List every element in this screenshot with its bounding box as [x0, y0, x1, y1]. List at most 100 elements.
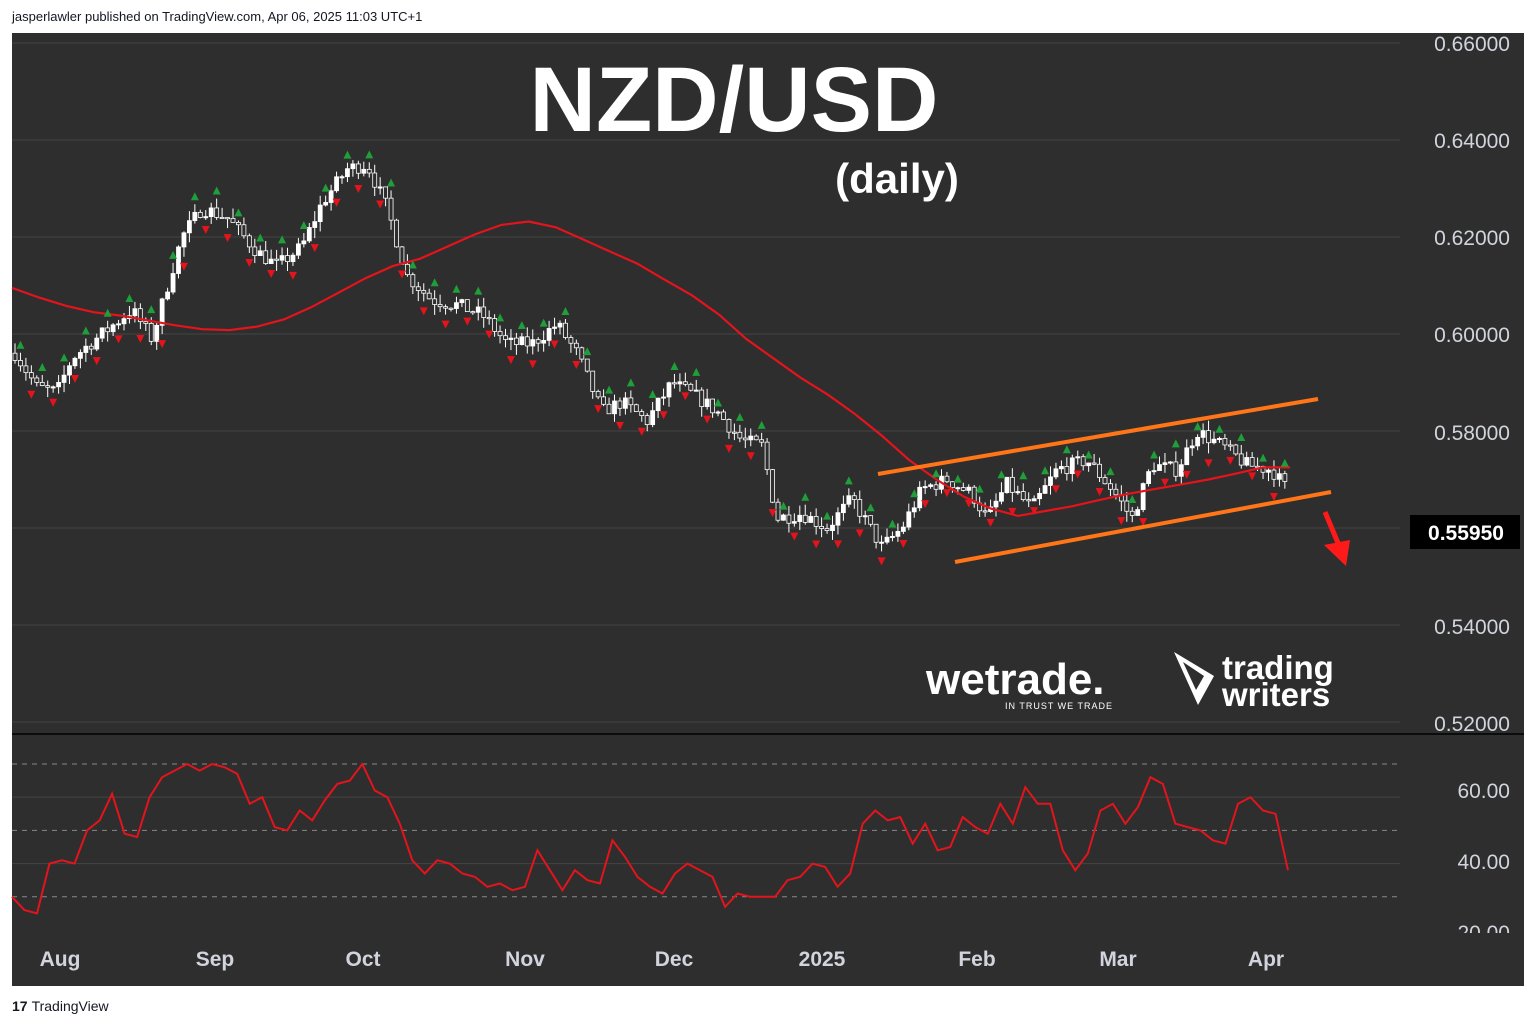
candle: [159, 297, 165, 335]
candle-body: [737, 431, 743, 439]
candle: [1146, 469, 1151, 487]
candle: [181, 231, 187, 257]
candle: [197, 209, 203, 219]
candle: [383, 186, 389, 207]
fractal-down-marker: [855, 529, 864, 538]
candle: [301, 233, 307, 248]
fractal-up-marker: [256, 233, 265, 242]
candle-body: [475, 306, 481, 313]
candle: [219, 207, 225, 219]
candle-body: [394, 219, 399, 248]
fractal-down-marker: [1117, 517, 1126, 526]
fractal-down-marker: [419, 307, 428, 316]
candle: [595, 389, 601, 400]
candle-body: [726, 419, 732, 433]
fractal-up-marker: [125, 294, 134, 303]
candle: [944, 471, 950, 484]
candle: [410, 272, 416, 295]
candle: [361, 161, 367, 177]
candle-body: [862, 515, 868, 518]
candle-body: [808, 516, 814, 523]
candle: [851, 492, 857, 509]
candle-body: [732, 431, 737, 434]
candle-body: [922, 486, 928, 489]
fractal-down-marker: [659, 411, 668, 420]
candle: [1162, 453, 1168, 473]
candle: [1157, 456, 1162, 471]
candle-body: [1113, 488, 1119, 496]
candle-body: [748, 435, 754, 441]
fractal-up-marker: [1128, 494, 1137, 503]
fractal-up-marker: [321, 183, 330, 192]
candle: [557, 320, 563, 335]
candle: [519, 332, 525, 346]
candle: [993, 493, 999, 517]
candle-body: [1162, 462, 1168, 465]
candle-body: [236, 221, 241, 226]
candle: [1211, 431, 1217, 445]
candle-body: [672, 382, 677, 385]
candle-body: [159, 298, 165, 326]
fractal-up-marker: [474, 286, 483, 295]
candle-body: [1102, 477, 1108, 485]
fractal-up-marker: [1062, 445, 1071, 454]
fractal-up-marker: [1106, 467, 1115, 476]
candle: [312, 211, 318, 239]
candle: [105, 320, 111, 342]
candle-body: [552, 326, 557, 329]
candle-body: [481, 306, 487, 318]
fractal-down-marker: [942, 489, 951, 498]
candle-body: [350, 163, 356, 170]
time-axis: Aug Sep Oct Nov Dec 2025 Feb Mar Apr: [40, 948, 1285, 971]
candle: [650, 401, 656, 428]
footer-text: TradingView: [31, 998, 109, 1014]
candle-body: [383, 186, 389, 199]
candle-body: [39, 382, 45, 386]
candle: [1282, 470, 1288, 489]
fractal-down-marker: [201, 225, 210, 234]
candle-body: [306, 227, 312, 242]
candle-body: [410, 274, 416, 288]
candle-body: [154, 324, 160, 342]
candle-body: [279, 255, 285, 261]
fractal-down-marker: [245, 258, 254, 267]
candle: [824, 523, 830, 534]
fractal-down-marker: [223, 234, 232, 243]
candle: [917, 481, 923, 512]
candle: [775, 498, 781, 523]
candle: [415, 281, 421, 302]
rsi-tick: 20.00: [1457, 922, 1510, 945]
candle-body: [906, 511, 912, 528]
candle: [18, 352, 23, 372]
candle: [661, 388, 666, 406]
candle-body: [34, 377, 40, 383]
candle-body: [606, 403, 612, 415]
candle: [110, 323, 116, 337]
fractal-up-marker: [975, 484, 984, 493]
candle-body: [824, 528, 830, 531]
candle: [1189, 439, 1195, 456]
candle-body: [1249, 457, 1255, 467]
fractal-down-marker: [594, 405, 603, 414]
candle-body: [682, 381, 688, 385]
candle-body: [617, 400, 623, 409]
candle-body: [546, 328, 552, 341]
candle-body: [1222, 438, 1228, 446]
candle: [644, 413, 650, 432]
candle-body: [28, 372, 34, 379]
candle: [1004, 476, 1010, 494]
candle: [328, 184, 334, 211]
candle-body: [105, 327, 111, 333]
fractal-up-marker: [561, 307, 570, 316]
candle-body: [1026, 499, 1032, 502]
candle: [443, 304, 448, 315]
candle: [72, 356, 78, 369]
candle: [372, 164, 378, 197]
candle: [306, 222, 312, 244]
candle: [176, 245, 181, 279]
candle-body: [181, 232, 187, 248]
candle-body: [470, 311, 476, 314]
candle-body: [94, 337, 100, 350]
fractal-down-marker: [899, 540, 908, 549]
candle: [841, 495, 846, 521]
